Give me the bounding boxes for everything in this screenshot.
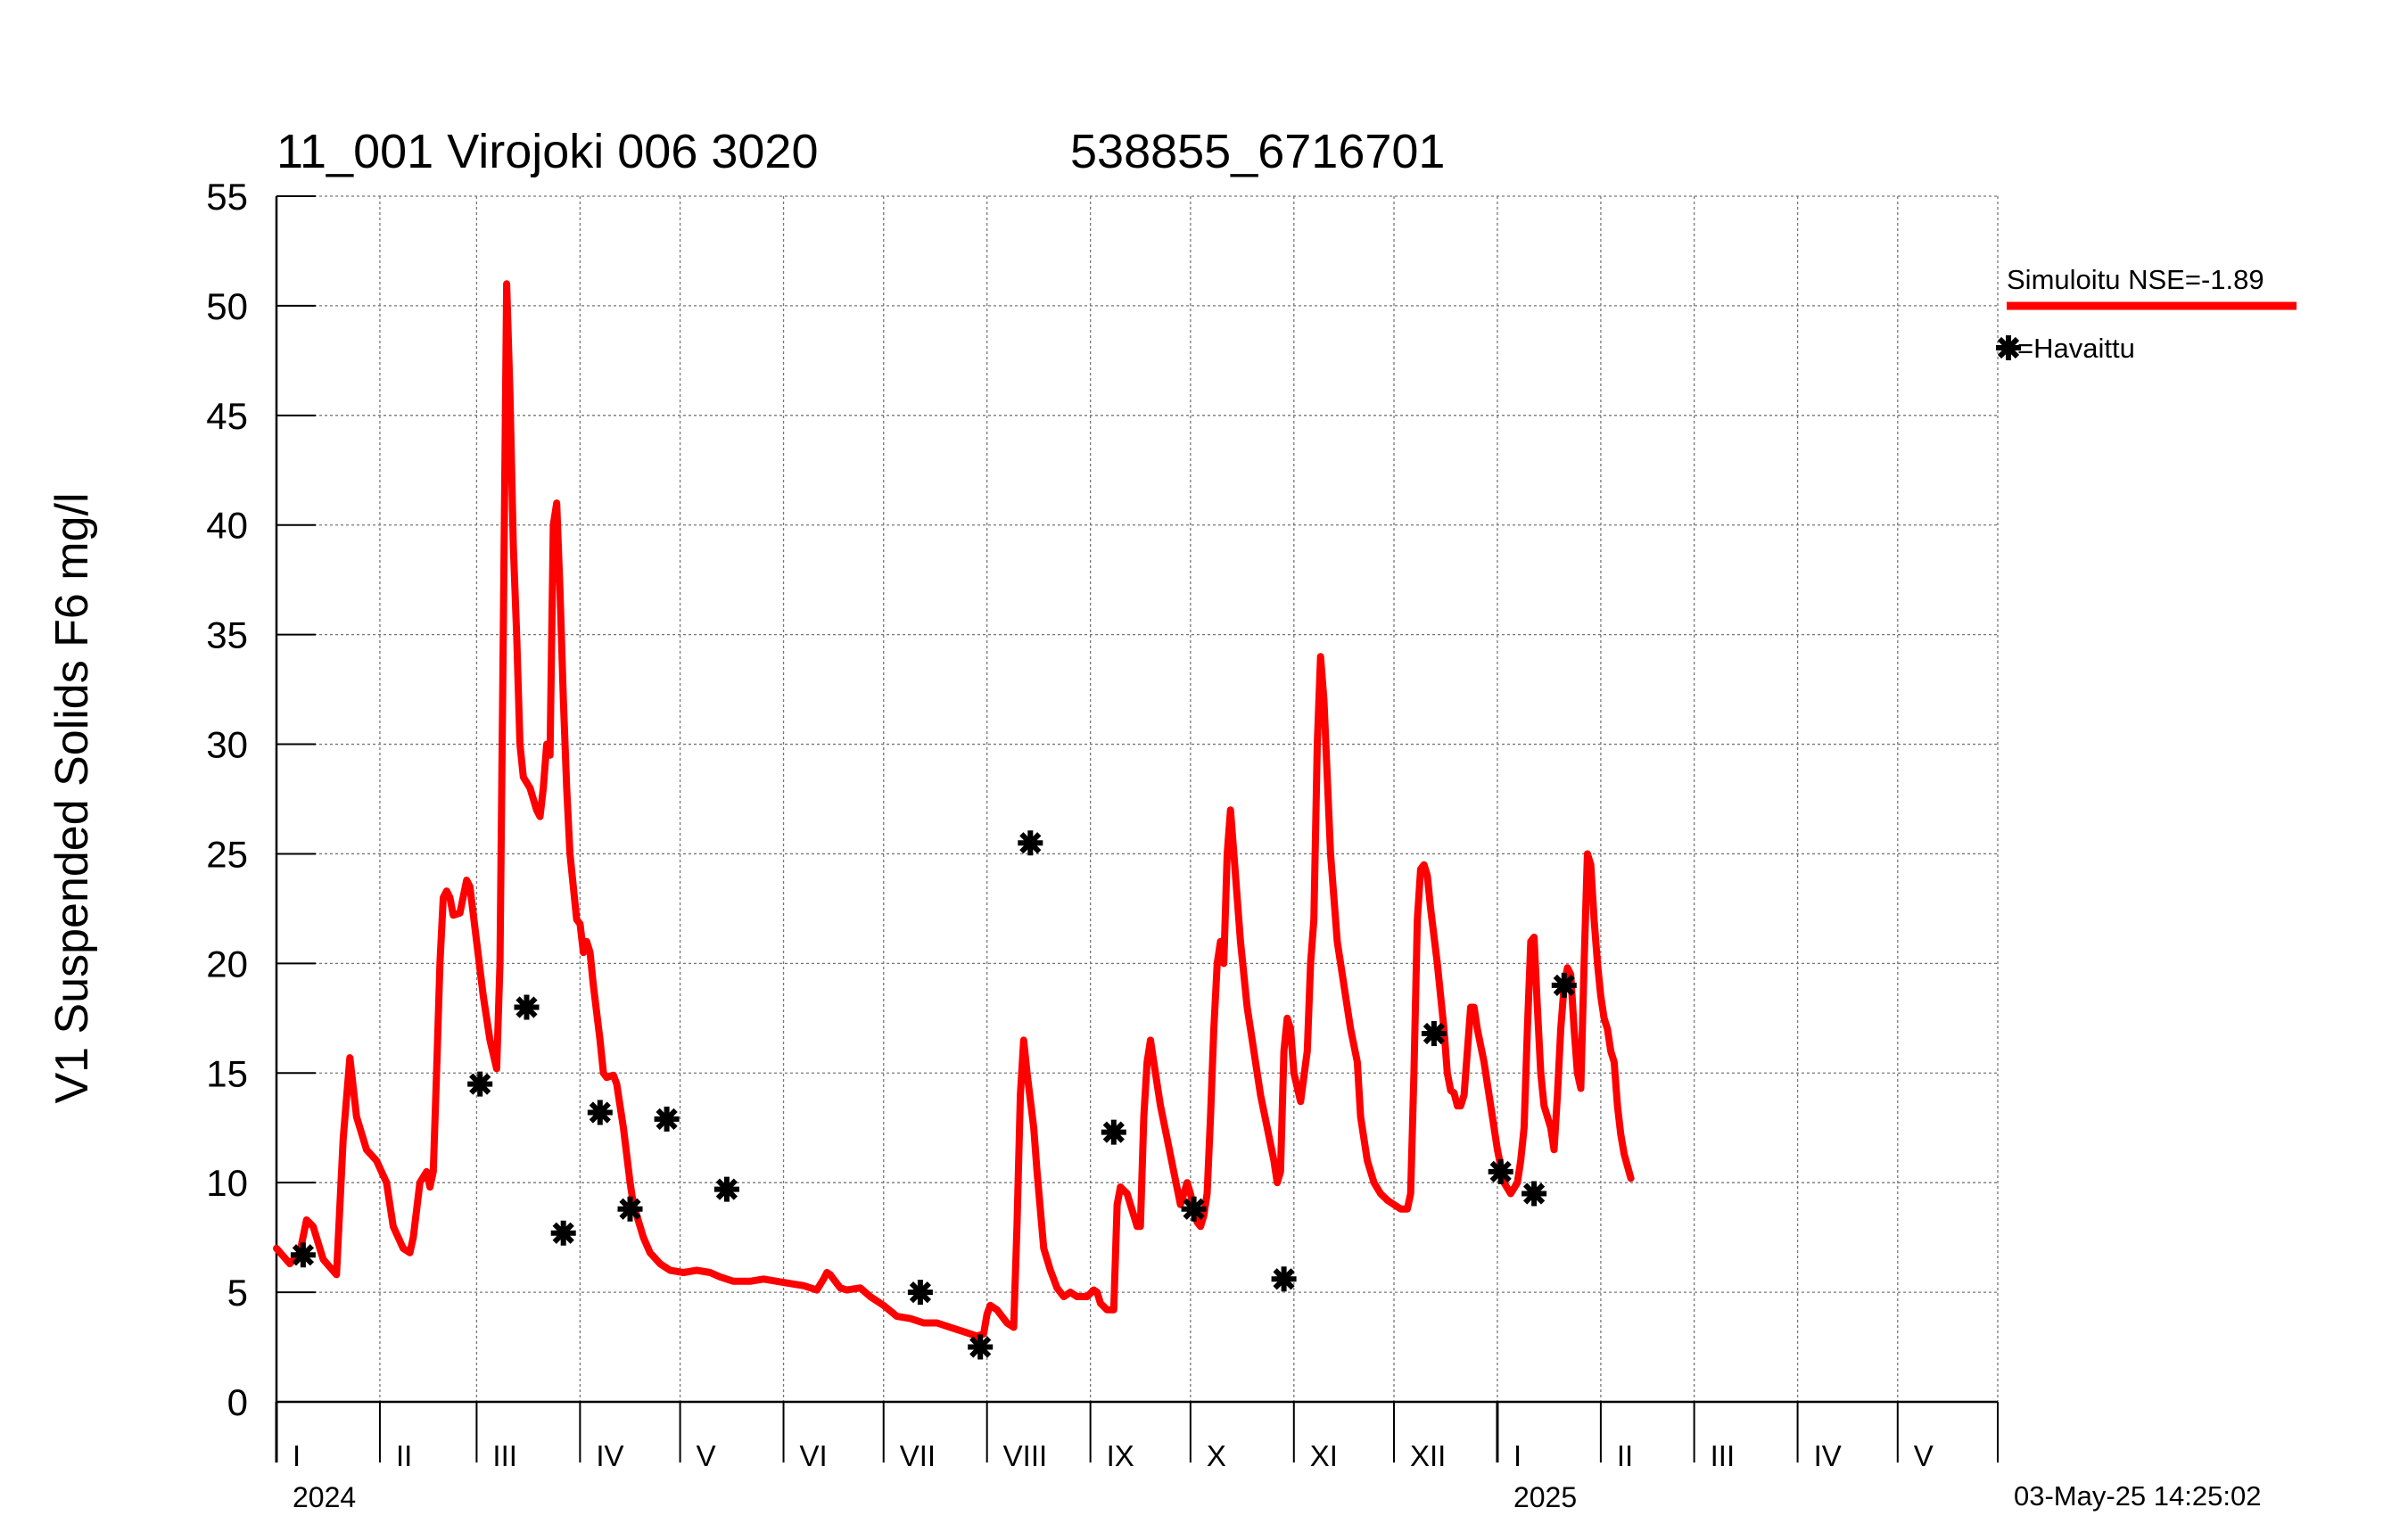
y-tick-label: 40 <box>206 505 248 547</box>
observed-point <box>514 994 540 1020</box>
y-axis: 0 5 10 15 20 25 30 35 40 45 50 55 <box>206 176 316 1423</box>
month-label: II <box>396 1439 412 1472</box>
observed-point-marker <box>514 994 540 1020</box>
legend-observed-label: =Havaittu <box>2017 333 2135 364</box>
y-tick-label: 45 <box>206 395 248 437</box>
observed-point-marker <box>654 1106 680 1132</box>
month-label: III <box>1711 1439 1736 1472</box>
month-label: V <box>1914 1439 1934 1472</box>
y-tick-label: 5 <box>227 1272 248 1314</box>
observed-point-marker <box>1521 1181 1547 1207</box>
simulated-series-line <box>273 280 1635 1340</box>
observed-point <box>968 1334 994 1360</box>
month-label: XII <box>1410 1439 1446 1472</box>
chart-title-coordinates: 538855_6716701 <box>1070 125 1445 178</box>
chart-title-station: 11_001 Virojoki 006 3020 <box>276 125 819 178</box>
observed-point <box>1421 1021 1447 1046</box>
observed-point <box>1488 1158 1513 1184</box>
observed-point-marker <box>713 1176 739 1202</box>
month-label: VI <box>800 1439 828 1472</box>
month-label: IX <box>1107 1439 1134 1472</box>
observed-point-marker <box>1271 1266 1297 1292</box>
observed-point <box>467 1071 493 1097</box>
legend: Simuloitu NSE=-1.89 =Havaittu <box>1996 264 2297 364</box>
month-label: V <box>697 1439 716 1472</box>
observed-point-marker <box>290 1242 316 1268</box>
observed-point-marker <box>1488 1158 1513 1184</box>
observed-point <box>713 1176 739 1202</box>
observed-point-marker <box>617 1196 643 1222</box>
year-label: 2024 <box>293 1481 356 1513</box>
plot-area <box>273 280 1635 1360</box>
grid <box>276 195 1999 1402</box>
month-label: II <box>1617 1439 1633 1472</box>
observed-point-marker <box>1181 1196 1207 1222</box>
observed-point-marker <box>550 1220 576 1246</box>
y-tick-label: 55 <box>206 176 248 218</box>
observed-point <box>1271 1266 1297 1292</box>
observed-point-marker <box>587 1100 613 1125</box>
y-tick-label: 0 <box>227 1381 248 1423</box>
observed-point <box>907 1280 933 1306</box>
observed-point <box>1551 972 1577 998</box>
y-tick-label: 35 <box>206 614 248 656</box>
month-label: VIII <box>1003 1439 1048 1472</box>
timestamp: 03-May-25 14:25:02 <box>2014 1480 2261 1512</box>
observed-point-marker <box>907 1280 933 1306</box>
y-tick-label: 20 <box>206 943 248 985</box>
observed-point-marker <box>467 1071 493 1097</box>
observed-point <box>587 1100 613 1125</box>
observed-point <box>617 1196 643 1222</box>
month-label: I <box>293 1439 301 1472</box>
month-label: XI <box>1310 1439 1338 1472</box>
year-label: 2025 <box>1513 1481 1577 1513</box>
y-tick-label: 30 <box>206 724 248 766</box>
observed-point-marker <box>1101 1119 1126 1145</box>
month-label: VII <box>900 1439 936 1472</box>
observed-point <box>550 1220 576 1246</box>
month-label: IV <box>1814 1439 1842 1472</box>
legend-observed-marker-icon <box>1996 335 2021 360</box>
month-label: IV <box>596 1439 623 1472</box>
observed-point <box>1018 830 1043 856</box>
observed-point <box>290 1242 316 1268</box>
y-tick-label: 50 <box>206 285 248 327</box>
observed-point-marker <box>1421 1021 1447 1046</box>
month-label: X <box>1207 1439 1226 1472</box>
y-tick-label: 25 <box>206 833 248 875</box>
observed-point-marker <box>1018 830 1043 856</box>
observed-point-marker <box>968 1334 994 1360</box>
observed-point <box>1101 1119 1126 1145</box>
y-tick-label: 10 <box>206 1162 248 1204</box>
legend-simulated-label: Simuloitu NSE=-1.89 <box>2007 264 2264 295</box>
y-axis-label: V1 Suspended Solids F6 mg/l <box>46 492 98 1103</box>
y-tick-label: 15 <box>206 1052 248 1094</box>
observed-point <box>1521 1181 1547 1207</box>
observed-point <box>1181 1196 1207 1222</box>
month-label: III <box>492 1439 517 1472</box>
observed-point-marker <box>1551 972 1577 998</box>
month-label: I <box>1513 1439 1521 1472</box>
observed-point <box>654 1106 680 1132</box>
